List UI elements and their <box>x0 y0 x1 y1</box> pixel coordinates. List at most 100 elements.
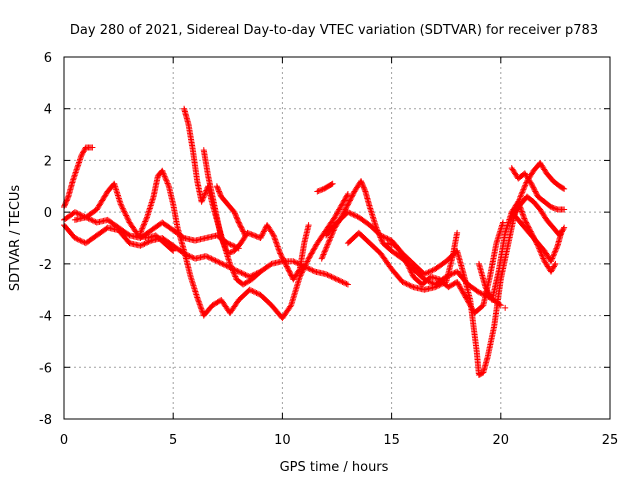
data-point <box>462 294 469 301</box>
data-point-trail <box>196 300 203 307</box>
x-tick-label: 0 <box>60 433 68 448</box>
data-point-trail <box>335 277 342 284</box>
data-point-trail <box>554 181 561 188</box>
data-point-trail <box>435 275 442 282</box>
data-point-trail <box>209 192 216 199</box>
data-point-trail <box>272 236 279 243</box>
data-point-trail <box>460 290 467 297</box>
data-point-trail <box>407 268 414 275</box>
data-point-trail <box>142 218 149 225</box>
data-point-trail <box>236 242 243 249</box>
data-point-trail <box>379 233 386 240</box>
series-sat-e <box>137 167 351 322</box>
data-point-trail <box>520 212 527 219</box>
data-point-trail <box>550 263 557 270</box>
data-point-trail <box>409 283 416 290</box>
data-point-trail <box>353 213 360 220</box>
data-point-trail <box>223 262 230 269</box>
data-point-trail <box>258 232 265 239</box>
data-point-trail <box>217 233 224 240</box>
data-point-trail <box>141 221 148 228</box>
data-point-trail <box>214 185 221 192</box>
data-point-trail <box>551 249 558 256</box>
data-point-trail <box>103 217 110 224</box>
data-point-trail <box>338 202 345 209</box>
data-point-trail <box>193 292 200 299</box>
data-point-trail <box>404 281 411 288</box>
data-point-trail <box>327 234 334 241</box>
data-point-trail <box>327 181 334 188</box>
data-point-trail <box>219 260 226 267</box>
data-point-trail <box>204 253 211 260</box>
data-point-trail <box>150 195 157 202</box>
data-point-trail <box>360 183 367 190</box>
data-point-trail <box>201 191 208 198</box>
data-point-trail <box>521 215 528 222</box>
data-point-trail <box>433 283 440 290</box>
data-point-trail <box>531 187 538 194</box>
data-point-trail <box>532 188 539 195</box>
data-point-trail <box>120 206 127 213</box>
data-point-trail <box>428 267 435 274</box>
data-point-trail <box>324 271 331 278</box>
data-point-trail <box>319 254 326 261</box>
data-point-trail <box>186 253 193 260</box>
data-point-trail <box>322 245 329 252</box>
data-point-trail <box>345 200 352 207</box>
data-point-trail <box>234 216 241 223</box>
data-point-trail <box>335 207 342 214</box>
data-point-trail <box>461 291 468 298</box>
data-point-trail <box>473 287 480 294</box>
data-point-trail <box>361 185 368 192</box>
data-point-trail <box>253 289 260 296</box>
data-point-trail <box>552 246 559 253</box>
data-point-trail <box>151 232 158 239</box>
data-point-trail <box>493 241 500 248</box>
data-point-trail <box>549 204 556 211</box>
data-point-trail <box>326 237 333 244</box>
data-point-trail <box>159 238 166 245</box>
data-point <box>552 260 559 267</box>
data-point-trail <box>88 216 95 223</box>
data-point-trail <box>548 267 555 274</box>
data-point-trail <box>218 236 225 243</box>
data-point-trail <box>279 255 286 262</box>
data-point-trail <box>519 211 526 218</box>
data-point-trail <box>280 256 287 263</box>
data-point-trail <box>245 230 252 237</box>
data-point-trail <box>399 253 406 260</box>
data-point-trail <box>199 197 206 204</box>
data-point-trail <box>239 227 246 234</box>
data-point-trail <box>522 218 529 225</box>
data-point-trail <box>274 243 281 250</box>
data-point-trail <box>519 209 526 216</box>
data-point-trail <box>429 267 436 274</box>
data-point-trail <box>521 185 528 192</box>
data-point-trail <box>477 289 484 296</box>
data-point-trail <box>117 199 124 206</box>
data-point <box>318 255 325 262</box>
data-point-trail <box>548 256 555 263</box>
data-point-trail <box>336 205 343 212</box>
data-point-trail <box>537 249 544 256</box>
data-point-trail <box>124 215 131 222</box>
data-point-trail <box>528 197 535 204</box>
data-point-trail <box>402 280 409 287</box>
series-sat-k <box>323 160 568 379</box>
data-point-trail <box>241 231 248 238</box>
data-point-trail <box>198 307 205 314</box>
data-point-trail <box>287 303 294 310</box>
data-point-trail <box>309 249 316 256</box>
data-point-trail <box>73 209 80 216</box>
series-sat-r <box>384 219 506 316</box>
data-point-trail <box>279 254 286 261</box>
data-point-trail <box>519 222 526 229</box>
data-point-trail <box>73 166 80 173</box>
data-point-trail <box>161 172 168 179</box>
data-point-trail <box>440 259 447 266</box>
data-point-trail <box>220 261 227 268</box>
data-point-trail <box>309 247 316 254</box>
data-point-trail <box>195 298 202 305</box>
data-point-trail <box>187 253 194 260</box>
data-point-trail <box>221 242 228 249</box>
